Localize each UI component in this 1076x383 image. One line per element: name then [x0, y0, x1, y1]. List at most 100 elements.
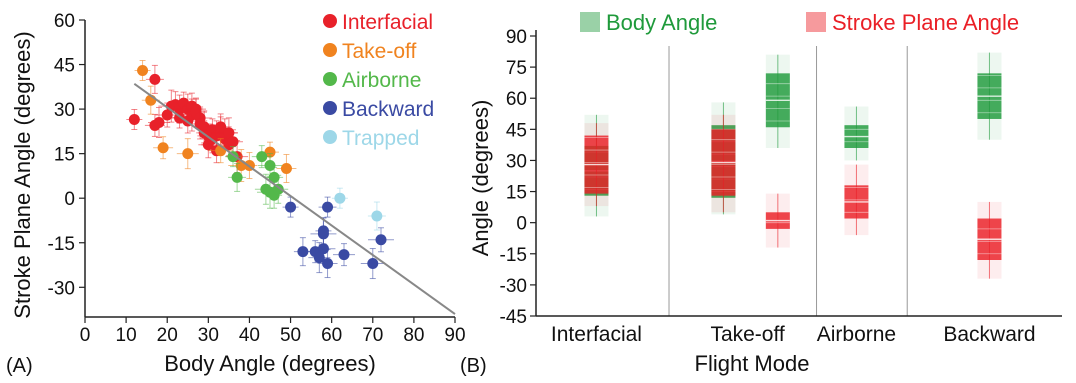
category-label: Interfacial: [551, 323, 642, 346]
box-x-axis-label: Flight Mode: [695, 351, 810, 376]
y-tick-label: 0: [516, 214, 527, 235]
legend-label: Backward: [342, 98, 434, 121]
data-point-airborne: [251, 145, 272, 169]
legend-entry-take-off: Take-off: [323, 40, 416, 63]
data-point-backward: [318, 196, 337, 218]
y-tick-label: 75: [506, 58, 527, 79]
scatter-legend: Interfacial Take-off Airborne Backward Trapp…: [323, 11, 434, 150]
data-point-backward: [293, 237, 312, 267]
data-point-backward: [333, 243, 355, 267]
data-point-airborne: [258, 153, 282, 179]
scatter-y-axis-label: Stroke Plane Angle (degrees): [10, 31, 35, 318]
x-tick-label: 0: [80, 325, 91, 346]
y-tick-label: 30: [506, 151, 527, 172]
category-label: Backward: [943, 323, 1035, 346]
y-tick-label: 45: [54, 56, 75, 77]
data-point-backward: [360, 248, 385, 280]
legend-entry-backward: Backward: [323, 98, 434, 121]
box-stroke-plane-angle: [844, 164, 869, 236]
panel-a-label: (A): [6, 355, 33, 377]
y-tick-label: 45: [506, 120, 527, 141]
point-marker: [149, 73, 161, 85]
box-axes: 90 75 60 45 30 15 0 -15 -30 -45 Interfacial Take-of…: [500, 27, 1062, 346]
box-stroke-plane-angle: [584, 123, 609, 207]
x-tick-label: 70: [362, 325, 383, 346]
x-tick-label: 60: [321, 325, 342, 346]
data-point-airborne: [268, 174, 289, 204]
x-tick-label: 10: [116, 325, 137, 346]
x-tick-label: 80: [403, 325, 424, 346]
legend-swatch: [323, 43, 337, 57]
trend-line: [133, 83, 456, 315]
box-stroke-plane-angle: [765, 193, 790, 248]
box-legend: Body Angle Stroke Plane Angle: [580, 10, 1019, 35]
x-tick-label: 40: [239, 325, 260, 346]
legend-label: Interfacial: [342, 11, 433, 34]
y-tick-label: 15: [54, 145, 75, 166]
legend-label: Stroke Plane Angle: [832, 10, 1019, 35]
category-label: Airborne: [817, 323, 896, 346]
point-marker: [231, 171, 243, 183]
data-point-backward: [315, 217, 332, 245]
point-marker: [338, 249, 350, 261]
y-tick-label: -15: [500, 245, 527, 266]
legend-swatch: [580, 12, 600, 32]
point-marker: [367, 258, 379, 270]
legend-label: Trapped: [342, 127, 419, 150]
y-tick-label: 90: [506, 27, 527, 48]
y-tick-label: -45: [500, 307, 527, 328]
data-point-take-off: [153, 136, 174, 160]
y-tick-label: 0: [64, 189, 75, 210]
point-marker: [317, 225, 329, 237]
x-tick-label: 90: [444, 325, 465, 346]
data-point-interfacial: [145, 64, 164, 94]
point-marker: [285, 201, 297, 213]
x-tick-label: 20: [157, 325, 178, 346]
data-point-backward: [317, 249, 338, 279]
point-marker: [256, 151, 268, 163]
point-marker: [280, 163, 292, 174]
data-point-take-off: [176, 138, 199, 170]
scatter-x-axis-label: Body Angle (degrees): [164, 351, 376, 376]
x-tick-label: 30: [198, 325, 219, 346]
legend-entry-body-angle: Body Angle: [580, 10, 717, 35]
point-marker: [153, 116, 165, 128]
scatter-marks: [126, 59, 394, 280]
data-point-take-off: [134, 59, 151, 81]
legend-entry-airborne: Airborne: [323, 69, 421, 92]
y-tick-label: -15: [48, 234, 75, 255]
y-tick-label: -30: [500, 276, 527, 297]
box-marks: [584, 52, 1002, 279]
data-point-trapped: [331, 187, 348, 209]
box-stroke-plane-angle: [711, 114, 736, 213]
point-marker: [264, 146, 276, 158]
legend-swatch: [323, 14, 337, 28]
legend-label: Take-off: [342, 40, 416, 63]
legend-swatch: [323, 72, 337, 86]
point-marker: [137, 64, 149, 76]
point-marker: [157, 142, 169, 154]
data-point-airborne: [228, 162, 247, 192]
scatter-axes: 0 10 20 30 40 50 60 70 80 90 60 45 30 15 0 -15 -30: [48, 11, 466, 346]
data-point-trapped: [367, 201, 386, 231]
box-frame: [668, 46, 908, 316]
point-marker: [334, 192, 346, 204]
box-stroke-plane-angle: [977, 201, 1002, 279]
point-marker: [227, 136, 239, 148]
box-body-angle: [765, 54, 790, 148]
point-marker: [272, 183, 284, 195]
y-tick-label: -30: [48, 278, 75, 299]
box-body-angle: [977, 52, 1002, 140]
data-point-take-off: [276, 154, 297, 183]
point-marker: [128, 113, 140, 125]
category-label: Take-off: [710, 323, 784, 346]
y-tick-label: 30: [54, 100, 75, 121]
y-tick-label: 60: [54, 11, 75, 32]
legend-swatch: [806, 12, 826, 32]
y-tick-label: 60: [506, 89, 527, 110]
point-marker: [161, 109, 173, 121]
point-marker: [268, 171, 280, 183]
x-tick-label: 50: [280, 325, 301, 346]
y-tick-label: 15: [506, 183, 527, 204]
